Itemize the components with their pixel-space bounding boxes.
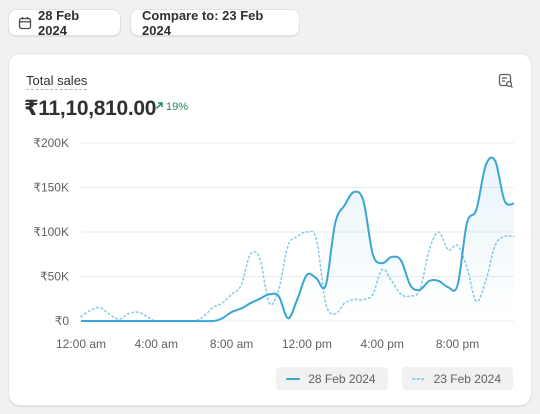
chart-search-icon[interactable] xyxy=(497,72,515,90)
primary-series-area xyxy=(81,157,514,322)
comparison-series-line xyxy=(80,230,515,323)
y-tick-label: ₹50K xyxy=(40,270,69,284)
x-tick-label: 12:00 am xyxy=(56,337,106,351)
legend-label: 23 Feb 2024 xyxy=(433,371,501,386)
compare-date-button[interactable]: Compare to: 23 Feb 2024 xyxy=(130,7,300,38)
legend-item-comparison[interactable]: 23 Feb 2024 xyxy=(401,367,513,390)
chart-legend: 28 Feb 2024 23 Feb 2024 xyxy=(276,367,513,390)
date-picker-button[interactable]: 28 Feb 2024 xyxy=(8,7,121,38)
calendar-icon xyxy=(18,16,32,30)
metric-title[interactable]: Total sales xyxy=(26,73,88,90)
solid-line-swatch xyxy=(286,377,301,380)
x-tick-label: 12:00 pm xyxy=(282,337,332,351)
legend-label: 28 Feb 2024 xyxy=(308,371,376,386)
y-tick-label: ₹150K xyxy=(33,181,69,195)
sales-line-chart: ₹200K ₹150K ₹100K ₹50K ₹0 12:00 am 4:00 am 8:00… xyxy=(33,136,515,351)
metric-value: ₹11,10,810.00 xyxy=(24,97,157,120)
total-sales-card: Total sales ₹11,10,810.00 19% ₹200K ₹150K… xyxy=(8,53,532,406)
x-tick-label: 8:00 am xyxy=(210,337,253,351)
compare-label: Compare to: 23 Feb 2024 xyxy=(142,7,264,38)
x-tick-label: 4:00 am xyxy=(135,337,178,351)
metric-change-value: 19% xyxy=(166,101,189,113)
primary-series-line xyxy=(80,156,515,323)
arrow-up-right-icon xyxy=(155,101,164,113)
dotted-line-swatch xyxy=(411,377,426,380)
y-tick-label: ₹200K xyxy=(33,136,69,150)
toolbar: 28 Feb 2024 Compare to: 23 Feb 2024 xyxy=(8,7,300,38)
metric-change-badge: 19% xyxy=(155,101,188,113)
legend-item-current[interactable]: 28 Feb 2024 xyxy=(276,367,388,390)
date-label: 28 Feb 2024 xyxy=(38,7,80,38)
x-tick-label: 8:00 pm xyxy=(436,337,479,351)
x-tick-label: 4:00 pm xyxy=(361,337,404,351)
y-tick-label: ₹100K xyxy=(33,225,69,239)
y-tick-label: ₹0 xyxy=(55,314,70,328)
